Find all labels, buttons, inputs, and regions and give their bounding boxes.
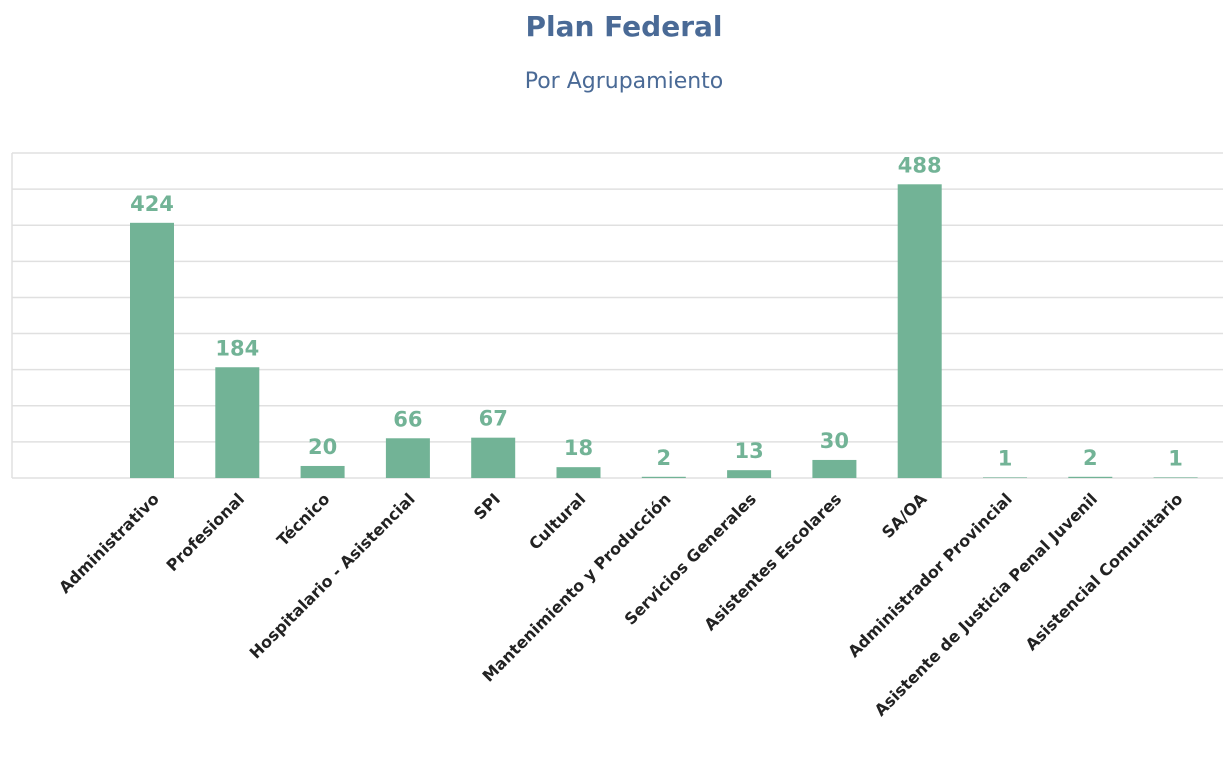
x-tick-label: Asistencial Comunitario — [1022, 489, 1187, 654]
chart-subtitle: Por Agrupamiento — [525, 69, 724, 94]
bar — [471, 437, 516, 478]
value-label: 1 — [1168, 446, 1183, 470]
value-label: 18 — [564, 436, 593, 460]
value-label: 66 — [393, 407, 422, 431]
value-label: 67 — [479, 407, 508, 431]
bar — [300, 465, 345, 478]
x-tick-label: SPI — [470, 489, 504, 523]
x-tick-label: Administrador Provincial — [844, 489, 1016, 661]
bar — [556, 467, 601, 478]
value-label: 2 — [1083, 446, 1098, 470]
value-label: 20 — [308, 435, 337, 459]
bar — [385, 438, 430, 478]
bar — [1068, 476, 1113, 478]
bar — [1153, 477, 1198, 478]
x-tick-label: SA/OA — [878, 489, 931, 542]
chart-title: Plan Federal — [525, 10, 722, 43]
value-label: 2 — [656, 446, 671, 470]
x-tick-label: Administrativo — [55, 489, 163, 597]
value-label: 488 — [898, 153, 942, 177]
x-tick-label: Profesional — [163, 489, 249, 575]
bar — [641, 476, 686, 478]
x-tick-label: Asistentes Escolares — [700, 489, 845, 634]
value-label: 1 — [998, 446, 1013, 470]
value-label: 13 — [734, 439, 763, 463]
value-label: 30 — [820, 429, 849, 453]
value-label: 424 — [130, 192, 174, 216]
value-label: 184 — [215, 336, 259, 360]
x-tick-label: Mantenimiento y Producción — [478, 489, 674, 685]
x-tick-label: Técnico — [273, 489, 333, 549]
x-tick-label: Hospitalario - Asistencial — [246, 489, 419, 662]
bar — [812, 459, 857, 478]
bar — [130, 222, 174, 478]
bar — [215, 367, 260, 478]
bar — [727, 470, 772, 478]
bar — [897, 184, 942, 478]
bar — [983, 477, 1027, 478]
x-tick-label: Cultural — [525, 489, 589, 553]
